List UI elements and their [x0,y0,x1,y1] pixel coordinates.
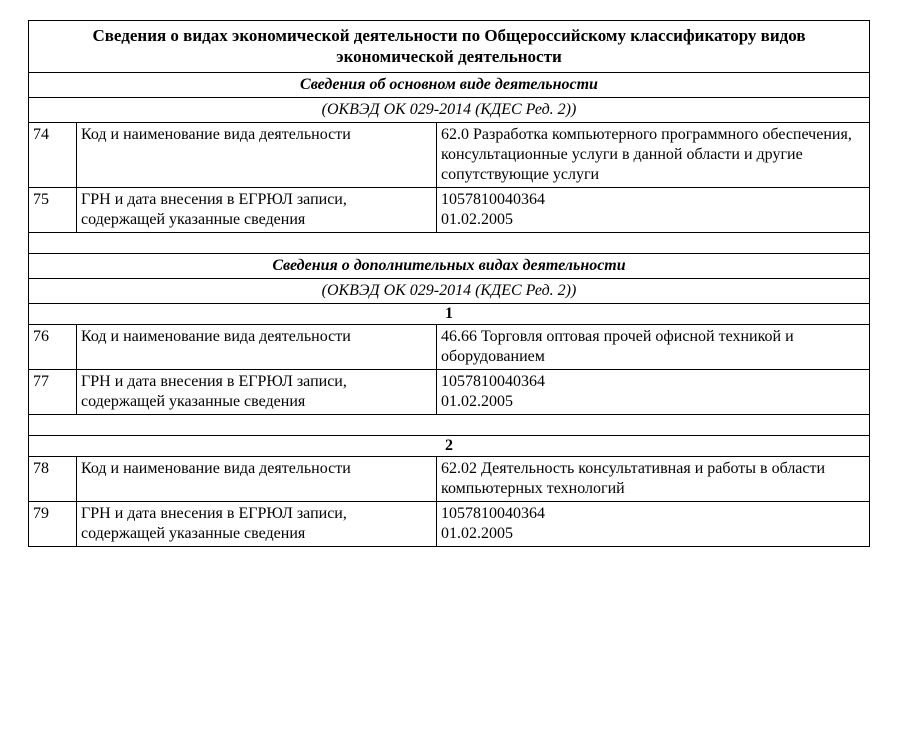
sequence-number: 1 [29,303,870,324]
row-value: 46.66 Торговля оптовая прочей офисной те… [437,324,870,369]
classifier-note: (ОКВЭД ОК 029-2014 (КДЕС Ред. 2)) [29,97,870,122]
row-75: 75 ГРН и дата внесения в ЕГРЮЛ записи, с… [29,187,870,232]
row-78: 78 Код и наименование вида деятельности … [29,456,870,501]
header-additional-activities: Сведения о дополнительных видах деятельн… [29,253,870,278]
row-value: 1057810040364 01.02.2005 [437,501,870,546]
row-label: ГРН и дата внесения в ЕГРЮЛ записи, соде… [77,369,437,414]
row-79: 79 ГРН и дата внесения в ЕГРЮЛ записи, с… [29,501,870,546]
row-value: 62.0 Разработка компьютерного программно… [437,122,870,187]
grn-number: 1057810040364 [441,191,545,208]
row-label: Код и наименование вида деятельности [77,122,437,187]
row-77: 77 ГРН и дата внесения в ЕГРЮЛ записи, с… [29,369,870,414]
header-classifier-note-row-1: (ОКВЭД ОК 029-2014 (КДЕС Ред. 2)) [29,97,870,122]
row-number: 78 [29,456,77,501]
row-label: ГРН и дата внесения в ЕГРЮЛ записи, соде… [77,501,437,546]
spacer-row [29,232,870,253]
header-primary-activity-row: Сведения об основном виде деятельности [29,72,870,97]
grn-number: 1057810040364 [441,373,545,390]
row-number: 77 [29,369,77,414]
row-value: 1057810040364 01.02.2005 [437,187,870,232]
header-additional-activities-row: Сведения о дополнительных видах деятельн… [29,253,870,278]
header-classifier-note-row-2: (ОКВЭД ОК 029-2014 (КДЕС Ред. 2)) [29,278,870,303]
grn-number: 1057810040364 [441,505,545,522]
row-label: ГРН и дата внесения в ЕГРЮЛ записи, соде… [77,187,437,232]
row-number: 74 [29,122,77,187]
row-76: 76 Код и наименование вида деятельности … [29,324,870,369]
row-value: 62.02 Деятельность консультативная и раб… [437,456,870,501]
header-primary-activity: Сведения об основном виде деятельности [29,72,870,97]
header-main-row: Сведения о видах экономической деятельно… [29,21,870,73]
row-label: Код и наименование вида деятельности [77,324,437,369]
row-value: 1057810040364 01.02.2005 [437,369,870,414]
row-74: 74 Код и наименование вида деятельности … [29,122,870,187]
grn-date: 01.02.2005 [441,525,513,542]
header-seq-1-row: 1 [29,303,870,324]
header-main: Сведения о видах экономической деятельно… [29,21,870,73]
row-label: Код и наименование вида деятельности [77,456,437,501]
sequence-number: 2 [29,435,870,456]
classifier-note: (ОКВЭД ОК 029-2014 (КДЕС Ред. 2)) [29,278,870,303]
header-seq-2-row: 2 [29,435,870,456]
activities-table: Сведения о видах экономической деятельно… [28,20,870,547]
grn-date: 01.02.2005 [441,393,513,410]
row-number: 79 [29,501,77,546]
row-number: 75 [29,187,77,232]
row-number: 76 [29,324,77,369]
grn-date: 01.02.2005 [441,211,513,228]
spacer-row [29,414,870,435]
